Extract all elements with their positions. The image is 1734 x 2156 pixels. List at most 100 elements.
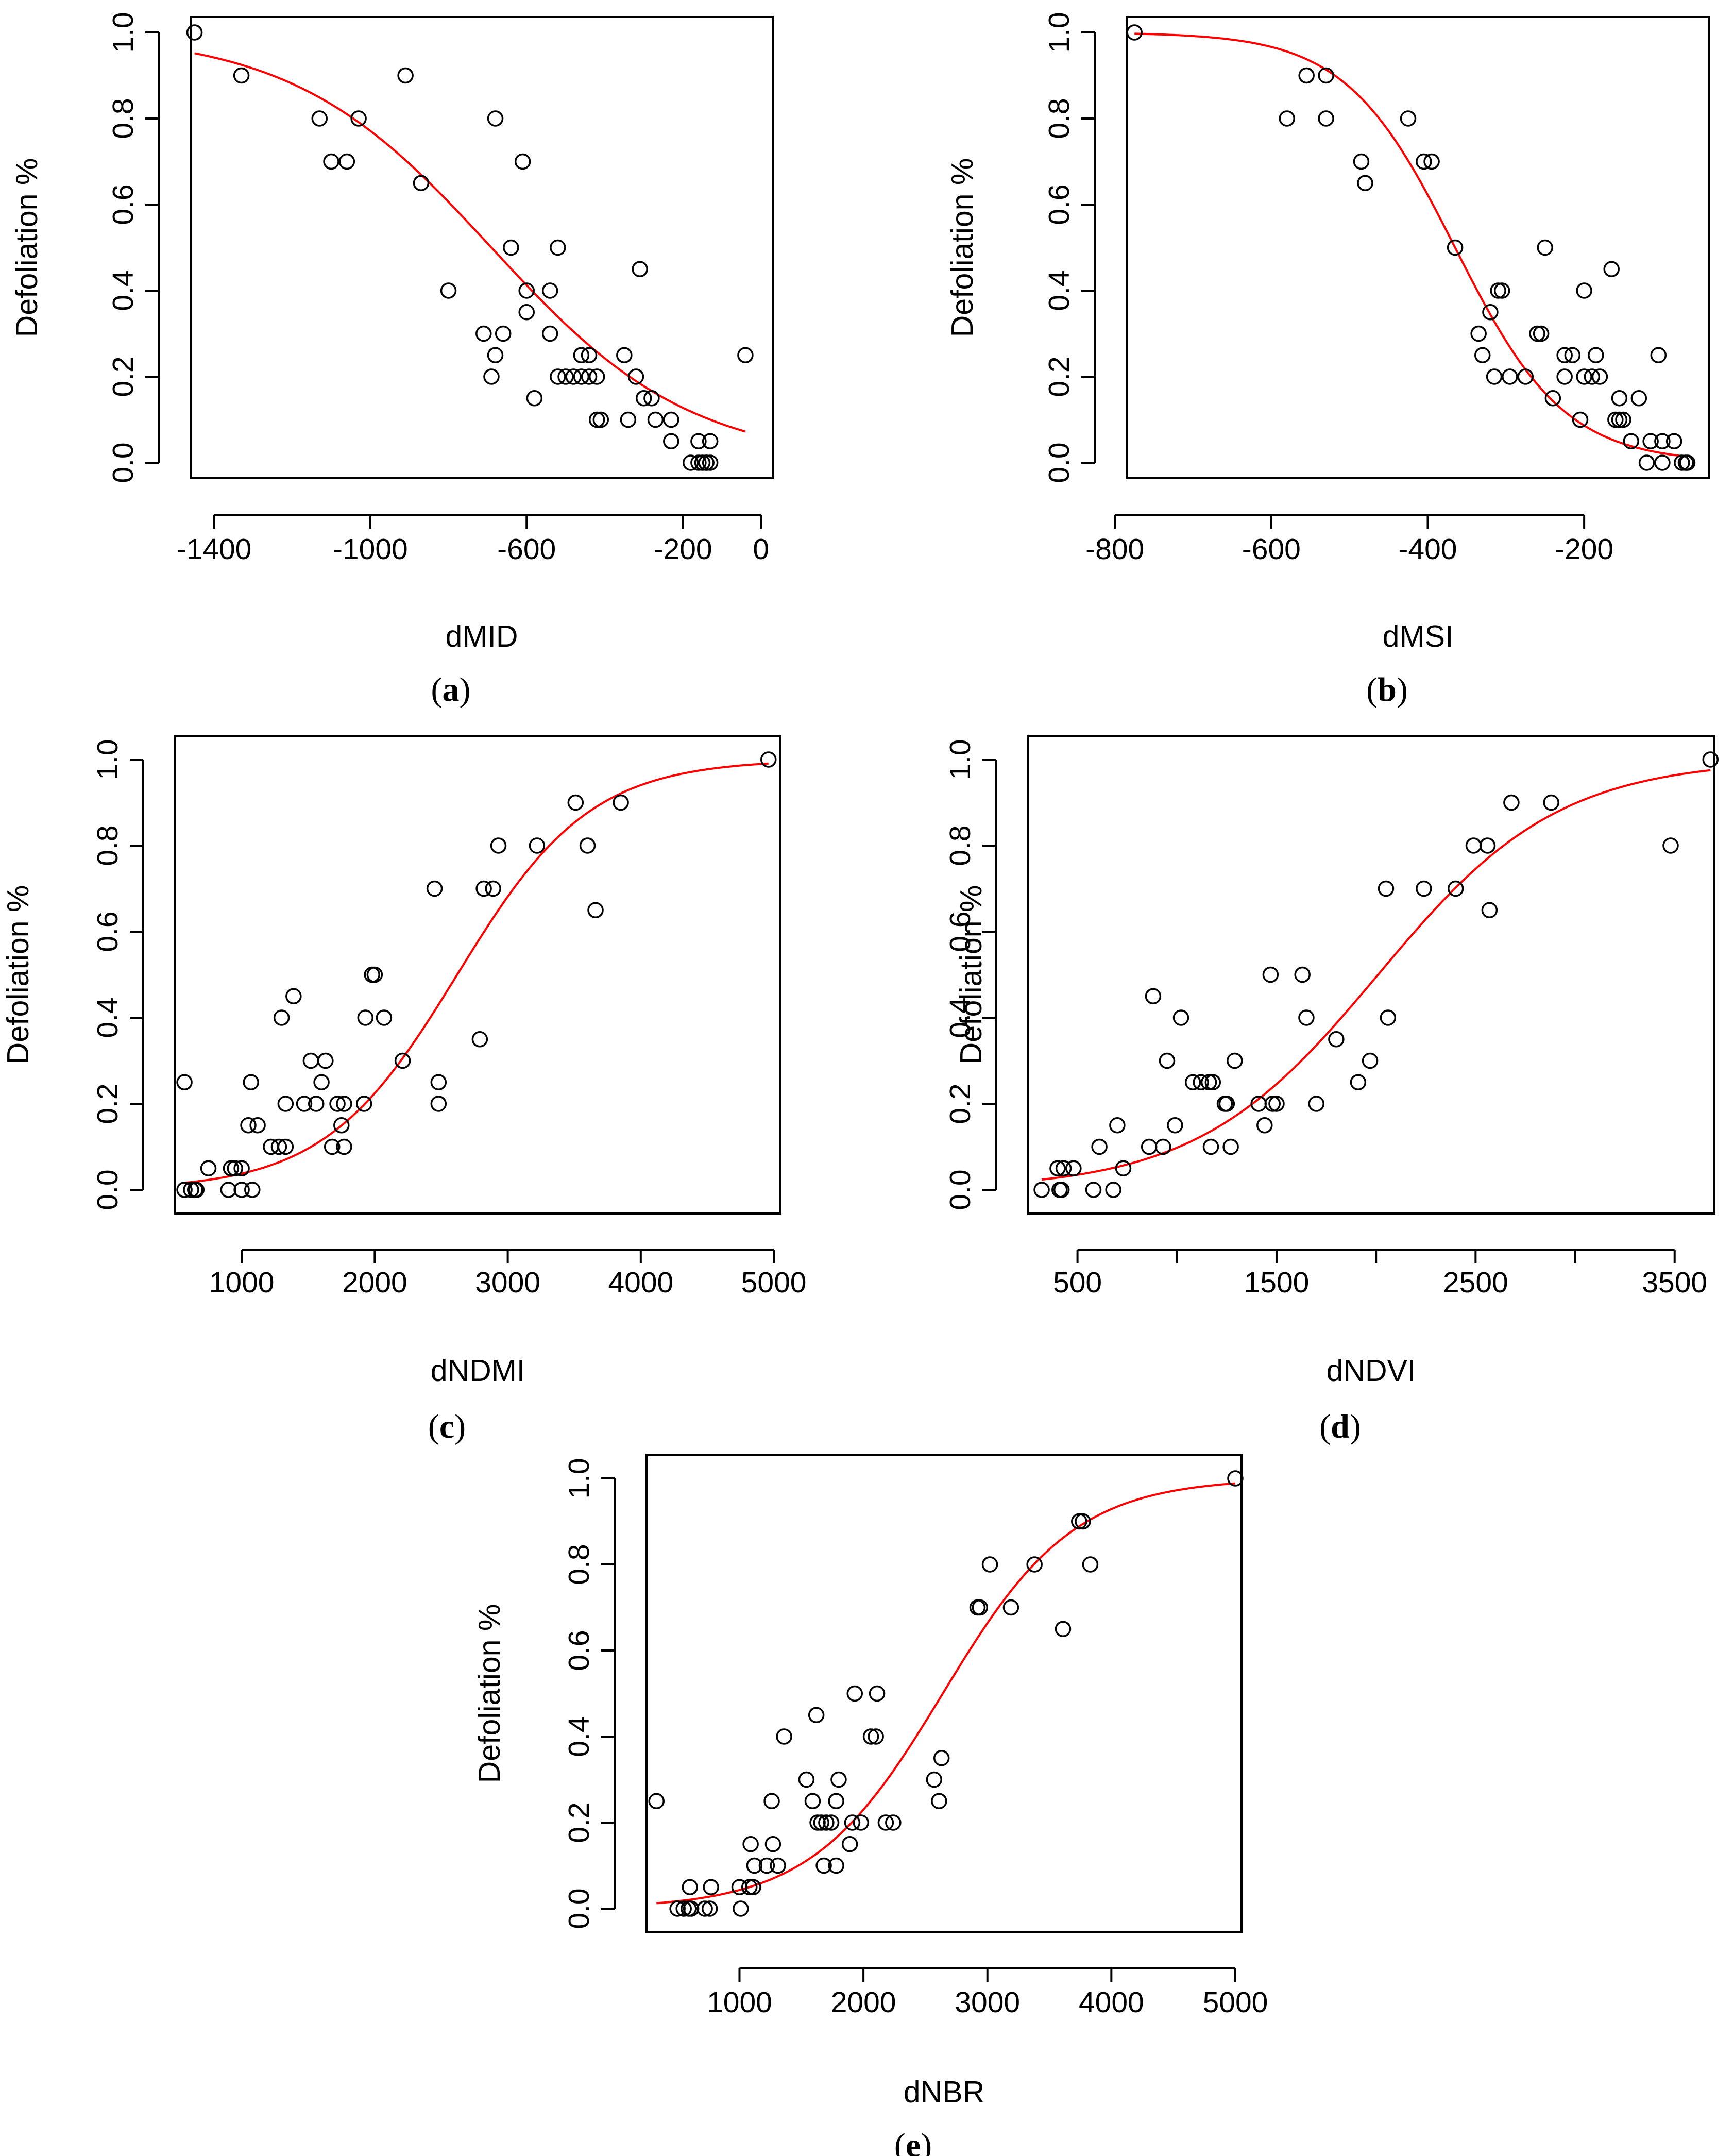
data-point	[1268, 1096, 1285, 1112]
data-point	[329, 1096, 346, 1112]
data-point	[1576, 368, 1592, 385]
panel-caption: (a)	[431, 671, 471, 709]
x-tick-label: -400	[1398, 533, 1457, 566]
y-tick-label: 0.8	[107, 98, 140, 139]
data-point	[1071, 1513, 1087, 1530]
data-point	[1154, 1138, 1171, 1155]
x-tick-label: -600	[497, 533, 556, 566]
data-point	[581, 368, 598, 385]
data-point	[1353, 153, 1370, 170]
x-tick-label: 1500	[1244, 1266, 1310, 1299]
data-point	[635, 390, 652, 407]
data-point	[1227, 1052, 1243, 1069]
data-point	[758, 1857, 775, 1874]
data-point	[1564, 347, 1581, 363]
data-point	[885, 1814, 902, 1831]
data-point	[926, 1771, 942, 1788]
data-point	[701, 1900, 718, 1917]
data-point	[188, 1182, 205, 1198]
data-point	[702, 433, 719, 449]
data-point	[541, 282, 558, 299]
data-point	[1662, 837, 1679, 854]
panel-caption-letter: c	[439, 1408, 454, 1445]
data-point	[1584, 368, 1601, 385]
plot-frame	[1027, 735, 1715, 1215]
data-point	[1447, 239, 1464, 256]
data-point	[1474, 347, 1491, 363]
data-point	[1490, 282, 1506, 299]
data-point	[302, 1052, 319, 1069]
data-point	[1537, 239, 1553, 256]
data-point	[1318, 67, 1334, 84]
data-point	[733, 1900, 749, 1917]
data-point	[1145, 988, 1162, 1004]
panel-caption: (e)	[894, 2127, 932, 2156]
data-point	[746, 1857, 763, 1874]
data-point	[233, 67, 250, 84]
x-axis-title: dNDVI	[1327, 1354, 1416, 1388]
x-tick-label: 3500	[1642, 1266, 1707, 1299]
y-tick-label: 0.2	[944, 1083, 977, 1124]
data-point	[1262, 966, 1279, 983]
panel-b: -800 -600 -400 -200 0.0 0.2 0.4 0.6 0.8 1.0 dMSI De…	[945, 12, 1710, 709]
data-point	[323, 153, 339, 170]
y-tick-label: 0.2	[563, 1802, 596, 1843]
data-point	[541, 325, 558, 342]
y-tick-label: 0.2	[91, 1083, 124, 1124]
y-tick-label: 0.6	[107, 184, 140, 225]
y-tick-label: 0.2	[1043, 356, 1076, 397]
data-point	[220, 1182, 237, 1198]
data-point	[616, 347, 633, 363]
panel-c: 1000 2000 3000 4000 5000 0.0 0.2 0.4 0.6 0.8 1.0 dN…	[1, 735, 806, 1445]
plot-frame	[1126, 16, 1710, 479]
x-tick-label: 0	[753, 533, 769, 566]
data-point	[737, 347, 754, 363]
data-point	[682, 454, 699, 471]
data-point	[1204, 1074, 1221, 1090]
x-tick-label: -1000	[333, 533, 408, 566]
data-point	[490, 837, 507, 854]
data-point	[1256, 1117, 1273, 1134]
data-point	[698, 454, 715, 471]
data-point	[1503, 794, 1520, 811]
data-point	[1294, 966, 1311, 983]
data-point	[1630, 390, 1647, 407]
x-tick-label: 3000	[955, 1986, 1020, 2019]
data-point	[270, 1138, 287, 1155]
panel-caption: (b)	[1366, 671, 1408, 709]
x-axis-title: dNBR	[904, 2075, 984, 2109]
data-point	[703, 1879, 719, 1895]
data-point	[350, 110, 367, 127]
data-point	[376, 1009, 393, 1026]
data-point	[1053, 1182, 1070, 1198]
panel-e: 1000 2000 3000 4000 5000 0.0 0.2 0.4 0.6 0.8 1.0 dN…	[472, 1454, 1268, 2156]
data-point	[1591, 368, 1608, 385]
data-point	[1486, 368, 1503, 385]
data-point	[846, 1685, 863, 1702]
data-point	[1611, 390, 1628, 407]
data-point	[853, 1814, 870, 1831]
data-point	[567, 794, 584, 811]
data-point	[1184, 1074, 1201, 1090]
data-point	[1105, 1182, 1121, 1198]
x-axis-title: dMSI	[1383, 619, 1454, 653]
data-point	[1674, 454, 1690, 471]
data-point	[1318, 110, 1334, 127]
data-point	[1202, 1138, 1219, 1155]
data-point	[336, 1096, 352, 1112]
data-point	[1502, 368, 1518, 385]
data-point	[311, 110, 328, 127]
data-point	[862, 1728, 879, 1745]
data-point	[1607, 411, 1624, 428]
data-point	[1033, 1182, 1050, 1198]
y-tick-label: 0.0	[944, 1169, 977, 1210]
data-point	[273, 1009, 290, 1026]
data-point	[1055, 1621, 1072, 1637]
data-point	[233, 1160, 250, 1176]
data-point	[573, 368, 590, 385]
y-tick-label: 0.2	[107, 356, 140, 397]
data-point	[487, 110, 504, 127]
y-tick-label: 0.4	[944, 997, 977, 1038]
data-point	[240, 1117, 257, 1134]
data-point	[1481, 902, 1498, 918]
